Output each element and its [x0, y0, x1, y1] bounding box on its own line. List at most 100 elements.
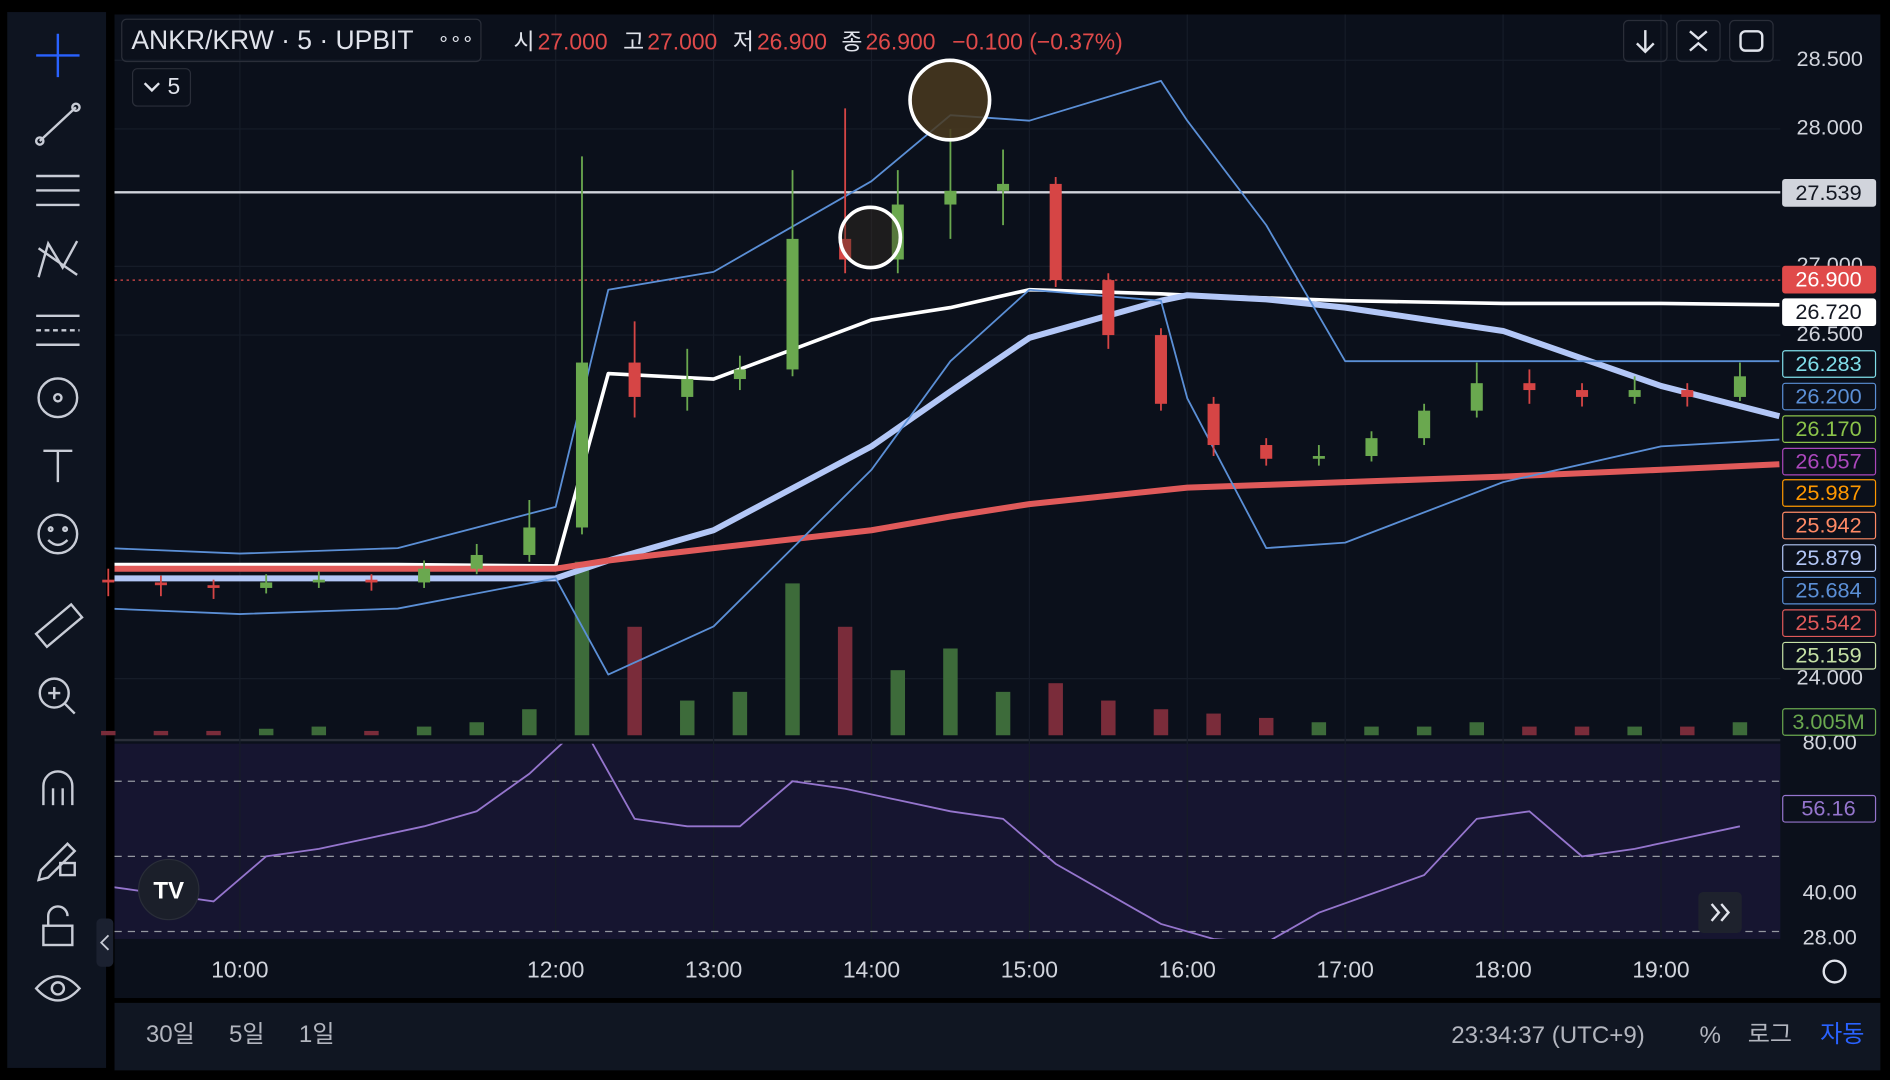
price-label-box — [1782, 479, 1877, 507]
candle-body — [365, 579, 378, 583]
price-label: 25.542 — [1795, 610, 1861, 635]
volume-bar — [1574, 726, 1590, 736]
candle-body — [1049, 183, 1062, 281]
scroll-down-button[interactable] — [1623, 19, 1668, 63]
candle-body — [1365, 438, 1378, 457]
x-tick-label: 12:00 — [527, 957, 584, 983]
lock-tool[interactable] — [42, 905, 74, 947]
chevron — [143, 82, 160, 93]
emoji-tool[interactable] — [37, 513, 79, 555]
price-label: 25.879 — [1795, 545, 1861, 570]
price-label: 27.539 — [1795, 180, 1861, 205]
candle-body — [1576, 390, 1589, 397]
magnet-tool[interactable] — [42, 770, 74, 806]
volume-bar — [258, 728, 274, 736]
price-label: 3.005M — [1792, 709, 1864, 734]
candle-body — [681, 379, 694, 397]
volume-bar — [943, 648, 958, 736]
logo[interactable] — [138, 858, 200, 921]
price-label-box — [1782, 544, 1877, 572]
price-label: 26.283 — [1795, 351, 1861, 376]
price-label: 26.170 — [1795, 416, 1861, 441]
zoom-tool[interactable] — [38, 677, 76, 715]
settings-button[interactable] — [1822, 959, 1847, 984]
price-label-box — [1782, 382, 1877, 411]
candle-body — [260, 582, 273, 588]
ohlc-value: 26.900 — [865, 28, 935, 54]
volume-bar — [732, 691, 748, 736]
indicator-toggle[interactable] — [131, 68, 192, 107]
price-label: 56.16 — [1801, 796, 1855, 821]
price-label: 25.942 — [1795, 512, 1861, 537]
pattern-tool[interactable] — [37, 240, 79, 278]
ohlc-value: 27.000 — [538, 28, 608, 54]
volume-bar — [1522, 726, 1537, 736]
price-label-box — [1782, 350, 1877, 378]
fullscreen-button[interactable] — [1729, 19, 1774, 63]
range-button[interactable]: 30일 — [146, 1021, 195, 1048]
crosshair-tool[interactable] — [36, 33, 80, 78]
text-tool[interactable] — [43, 449, 73, 483]
projection-tool[interactable] — [36, 314, 80, 346]
price-label-box — [1782, 641, 1877, 670]
candle-body — [154, 582, 167, 586]
trendline-tool[interactable] — [34, 102, 81, 146]
volume-bar — [1627, 726, 1642, 736]
collapse-button[interactable] — [1676, 19, 1721, 63]
price-label-box — [1782, 609, 1877, 638]
ohlc-key: 고 — [623, 28, 644, 54]
collapse-toolbar-button[interactable] — [96, 918, 114, 967]
range-button[interactable]: 5일 — [229, 1021, 265, 1048]
candle-body — [207, 585, 220, 588]
volume-bar — [1364, 726, 1379, 736]
auto-toggle[interactable]: 자동 — [1820, 1021, 1864, 1048]
volume-bar — [1680, 726, 1695, 736]
ohlc-value: 26.900 — [757, 28, 827, 54]
rsi-line — [114, 743, 1741, 939]
ohlc-value: 27.000 — [647, 28, 717, 54]
x-tick-label: 17:00 — [1317, 957, 1374, 983]
x-tick-label: 16:00 — [1159, 957, 1216, 983]
range-button[interactable]: 1일 — [299, 1021, 335, 1048]
x-tick-label: 10:00 — [211, 957, 268, 983]
price-label-box — [1782, 576, 1877, 605]
top-buttons — [1623, 19, 1774, 63]
candle-body — [1207, 403, 1220, 446]
price-label: 25.159 — [1795, 643, 1861, 668]
fib-tool[interactable] — [36, 174, 80, 207]
volume-bar — [890, 670, 906, 736]
candle-body — [312, 579, 325, 583]
y-tick-label: 28.000 — [1797, 115, 1863, 140]
ohlc-legend: 시 27.000 고 27.000 저 26.900 종 26.900 — [513, 28, 935, 54]
candle-body — [1260, 445, 1273, 459]
brush-tool[interactable] — [37, 377, 79, 419]
more-button[interactable]: ∘∘∘ — [438, 29, 474, 50]
tool-icons — [34, 33, 84, 1002]
scroll-icon — [1710, 903, 1731, 922]
volume-bar — [1101, 700, 1116, 736]
indicator-count: 5 — [168, 73, 181, 99]
candle-body — [1312, 456, 1325, 459]
rsi-tick-label: 40.00 — [1803, 880, 1857, 905]
lock-drawing-tool[interactable] — [36, 842, 77, 882]
ruler-tool[interactable] — [34, 602, 84, 649]
volume-bar — [101, 730, 116, 736]
price-label-box — [1782, 178, 1877, 207]
footer: 30일 5일 1일 23:34:37 (UTC+9)% 로그 자동 — [146, 1021, 1865, 1049]
candle-body — [575, 362, 589, 528]
x-tick-label: 14:00 — [843, 957, 900, 983]
candle-body — [1628, 390, 1641, 397]
ohlc-key: 시 — [513, 28, 534, 54]
highlight-circle — [838, 205, 903, 270]
volume-bar — [1048, 683, 1063, 736]
candle-body — [786, 238, 799, 370]
symbol-box[interactable] — [121, 18, 482, 63]
top-button-icons — [1636, 30, 1764, 54]
percent-toggle[interactable]: % — [1700, 1022, 1721, 1049]
visibility-tool[interactable] — [34, 975, 82, 1002]
volume-bar — [785, 583, 800, 736]
price-label-box — [1782, 298, 1877, 327]
log-toggle[interactable]: 로그 — [1748, 1021, 1792, 1048]
